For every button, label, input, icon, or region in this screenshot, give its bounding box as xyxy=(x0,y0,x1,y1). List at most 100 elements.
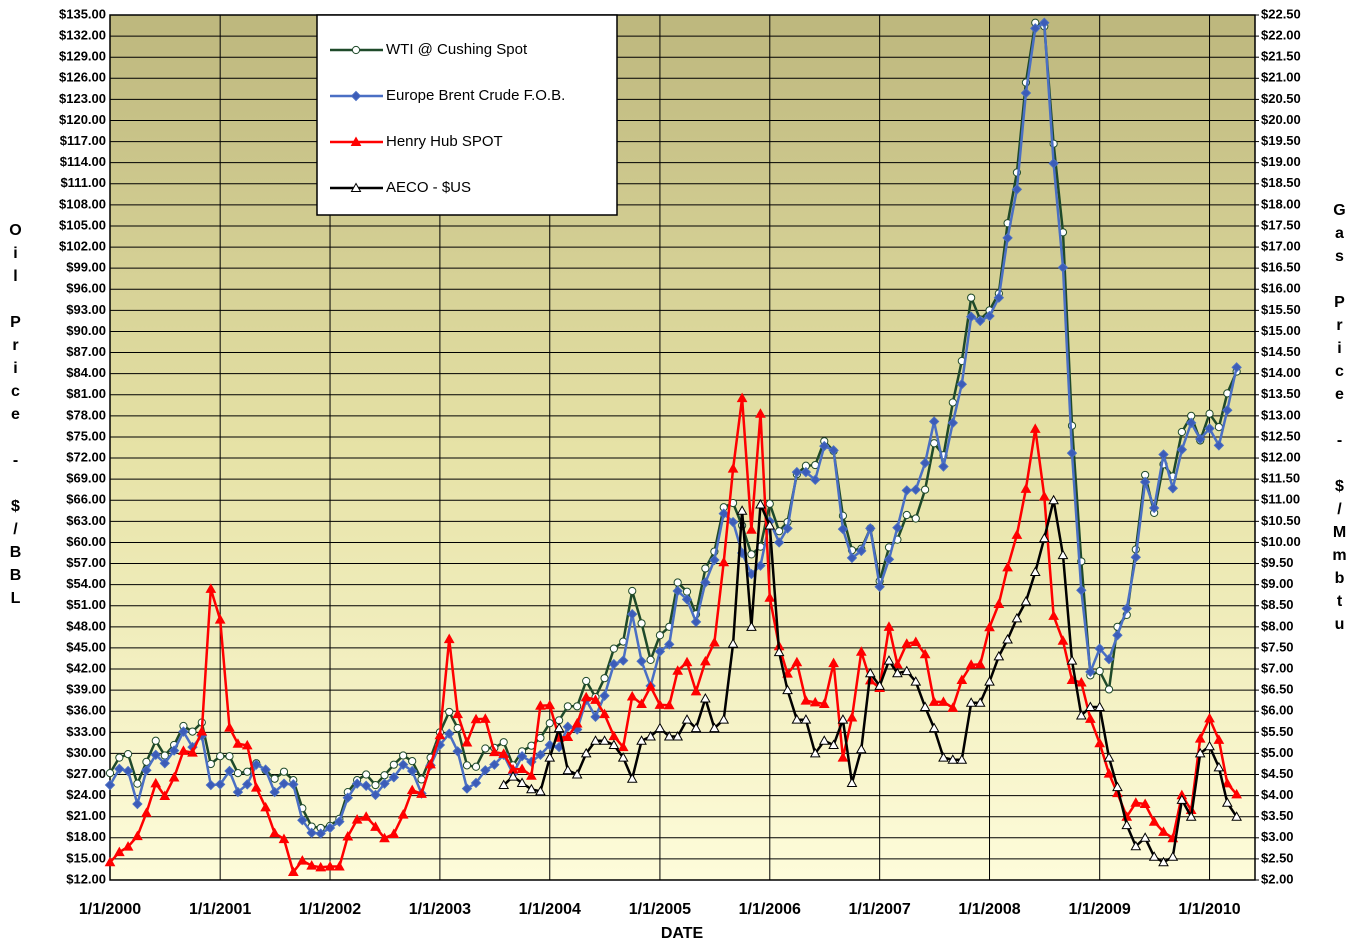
marker xyxy=(892,667,903,678)
legend-box xyxy=(316,14,618,216)
marker xyxy=(296,855,308,865)
y2-tick-label: $14.00 xyxy=(1261,365,1301,380)
marker xyxy=(1076,585,1087,596)
marker xyxy=(351,778,363,789)
marker xyxy=(837,523,849,535)
marker xyxy=(470,713,482,724)
marker xyxy=(910,484,921,495)
marker xyxy=(370,789,381,801)
legend-label: WTI @ Cushing Spot xyxy=(386,41,528,58)
marker xyxy=(216,752,225,761)
marker xyxy=(672,731,684,741)
marker xyxy=(682,587,692,596)
marker xyxy=(582,676,591,686)
y2-tick-label: $3.00 xyxy=(1261,829,1294,844)
marker xyxy=(736,505,748,515)
marker xyxy=(306,860,318,870)
y2-tick-label: $5.00 xyxy=(1261,745,1294,760)
marker xyxy=(846,552,858,564)
x-tick-label: 1/1/2005 xyxy=(629,901,691,918)
marker xyxy=(626,773,638,783)
y-tick-label: $108.00 xyxy=(59,196,106,211)
marker xyxy=(406,765,418,777)
marker xyxy=(553,722,565,733)
marker xyxy=(636,735,647,745)
marker xyxy=(718,508,729,519)
marker xyxy=(1194,747,1206,758)
y2-tick-label: $7.50 xyxy=(1261,639,1294,654)
marker xyxy=(105,769,115,778)
marker xyxy=(965,311,977,322)
marker xyxy=(664,639,675,650)
marker xyxy=(773,646,785,657)
marker xyxy=(1066,447,1078,459)
marker xyxy=(445,707,454,717)
y-tick-label: $48.00 xyxy=(66,618,106,633)
marker xyxy=(809,696,821,707)
series-line xyxy=(108,20,1238,835)
marker xyxy=(1158,449,1169,460)
marker xyxy=(1221,777,1233,788)
y2-tick-label: $19.00 xyxy=(1261,154,1301,169)
y-tick-label: $90.00 xyxy=(66,323,106,338)
marker xyxy=(397,809,409,819)
marker xyxy=(571,717,583,728)
marker xyxy=(1148,851,1160,861)
y2-tick-label: $21.00 xyxy=(1261,70,1301,85)
y2-tick-label: $4.00 xyxy=(1261,787,1294,802)
y-tick-label: $96.00 xyxy=(66,281,106,296)
marker xyxy=(690,722,702,733)
marker xyxy=(617,741,629,752)
marker xyxy=(1185,417,1197,429)
marker xyxy=(1130,552,1142,563)
marker xyxy=(516,751,528,762)
marker xyxy=(1002,561,1013,572)
marker xyxy=(947,754,959,764)
y2-tick-label: $5.50 xyxy=(1261,724,1294,739)
marker xyxy=(974,315,986,327)
marker xyxy=(837,714,849,724)
marker xyxy=(1057,635,1069,645)
y-tick-label: $123.00 xyxy=(59,91,106,106)
marker xyxy=(489,759,500,770)
marker xyxy=(791,714,803,724)
marker xyxy=(654,699,666,709)
marker xyxy=(701,564,710,573)
marker xyxy=(672,585,683,597)
marker xyxy=(919,701,931,711)
marker xyxy=(810,474,821,486)
marker xyxy=(444,728,455,739)
marker xyxy=(609,644,618,653)
marker xyxy=(507,771,519,781)
marker xyxy=(855,646,867,656)
marker xyxy=(544,699,556,710)
marker xyxy=(1057,262,1069,273)
marker xyxy=(141,807,152,817)
marker xyxy=(865,523,876,534)
marker xyxy=(818,735,830,745)
marker xyxy=(1020,87,1032,99)
marker xyxy=(196,725,208,736)
marker xyxy=(498,748,510,758)
y2-tick-label: $4.50 xyxy=(1261,766,1294,781)
x-tick-label: 1/1/2006 xyxy=(739,901,801,918)
marker xyxy=(599,735,610,745)
marker xyxy=(782,684,793,695)
marker xyxy=(746,524,757,534)
y-tick-label: $24.00 xyxy=(66,787,106,802)
marker xyxy=(1085,666,1096,678)
marker xyxy=(1020,483,1032,493)
marker xyxy=(921,485,930,494)
marker xyxy=(856,545,867,557)
marker xyxy=(984,676,995,686)
marker xyxy=(324,860,336,871)
marker xyxy=(150,777,162,788)
marker xyxy=(1139,476,1151,488)
y2-tick-label: $14.50 xyxy=(1261,344,1301,359)
marker xyxy=(617,655,629,666)
marker xyxy=(315,861,327,872)
marker xyxy=(791,656,803,667)
marker xyxy=(306,827,317,839)
marker xyxy=(709,636,720,647)
marker xyxy=(1177,427,1186,437)
